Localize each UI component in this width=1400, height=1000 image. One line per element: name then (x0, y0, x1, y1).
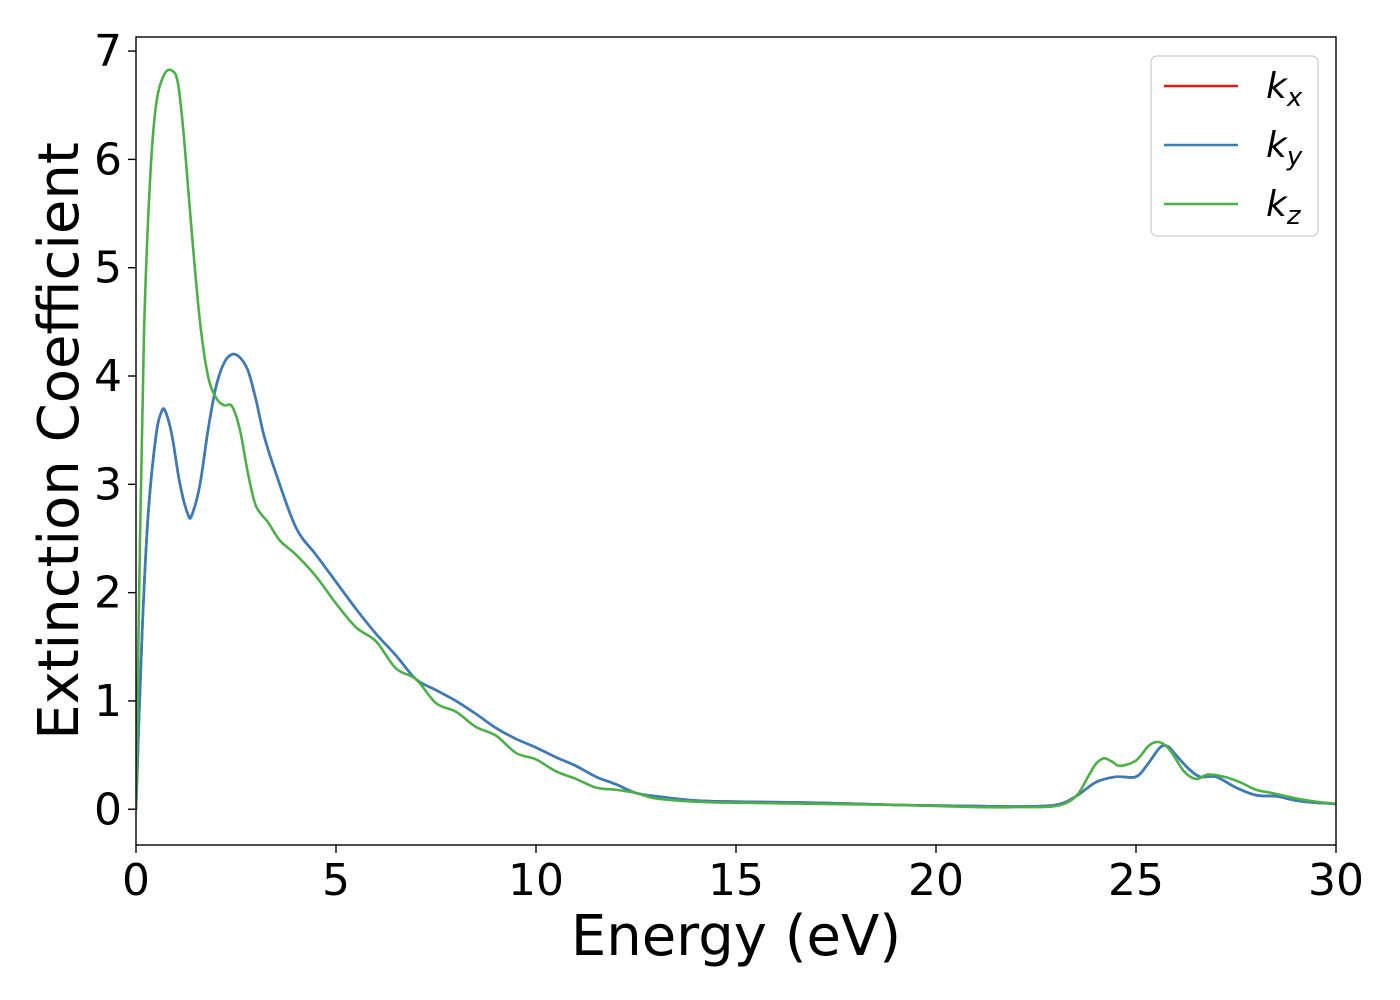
x-tick-label: 5 (322, 855, 350, 906)
x-tick-label: 0 (122, 855, 150, 906)
legend-label-ky: ky (1266, 125, 1303, 172)
x-tick-label: 25 (1108, 855, 1164, 906)
y-tick-label: 2 (94, 568, 122, 619)
y-tick-label: 3 (94, 459, 122, 510)
y-tick-label: 6 (94, 134, 122, 185)
legend-label-kx: kx (1266, 66, 1303, 113)
y-axis: 0 1 2 3 4 5 6 7 (94, 26, 136, 835)
y-axis-label: Extinction Coefficient (27, 142, 92, 740)
x-tick-label: 20 (908, 855, 964, 906)
x-tick-label: 10 (508, 855, 564, 906)
x-tick-label: 30 (1308, 855, 1364, 906)
y-tick-label: 4 (94, 351, 122, 402)
y-tick-label: 1 (94, 676, 122, 727)
series-layer (136, 68, 1336, 811)
y-tick-label: 0 (94, 784, 122, 835)
legend: kx ky kz (1150, 55, 1319, 237)
y-tick-label: 5 (94, 243, 122, 294)
x-axis-label: Energy (eV) (571, 904, 901, 969)
series-line-kz (136, 68, 1336, 811)
legend-label-kz: kz (1266, 184, 1302, 231)
x-axis: 0 5 10 15 20 25 30 (122, 845, 1364, 906)
x-tick-label: 15 (708, 855, 764, 906)
y-tick-label: 7 (94, 26, 122, 77)
